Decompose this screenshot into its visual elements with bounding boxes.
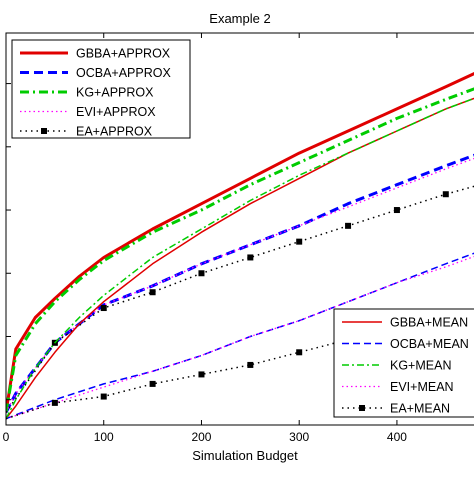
x-tick-label: 100 (94, 430, 114, 444)
series-line-kg-approx (6, 87, 474, 413)
data-point-ea-approx (345, 222, 352, 229)
series-line-evi-mean (6, 255, 474, 420)
data-point-ea-approx (296, 238, 303, 245)
legend-label-ea-mean: EA+MEAN (390, 402, 450, 416)
data-point-ea-approx (442, 191, 449, 198)
data-point-ea-approx (198, 270, 205, 277)
axes-layer: 0 100 200 300 400 (3, 33, 407, 444)
legend-label-evi-approx: EVI+APPROX (76, 105, 156, 119)
x-tick-label: 300 (289, 430, 309, 444)
legend-label-ea-approx: EA+APPROX (76, 125, 153, 139)
legend-label-gbba-mean: GBBA+MEAN (390, 316, 468, 330)
data-point-ea-mean (296, 349, 303, 356)
legend-label-ocba-mean: OCBA+MEAN (390, 337, 469, 351)
legend-marker (41, 128, 47, 134)
data-point-ea-approx (149, 289, 156, 296)
data-point-ea-approx (100, 305, 107, 312)
legend-approx: GBBA+APPROX OCBA+APPROX KG+APPROX EVI+APPRO… (11, 39, 191, 139)
legend-box (333, 308, 474, 418)
plot-frame (5, 32, 474, 426)
legend-label-evi-mean: EVI+MEAN (390, 380, 454, 394)
x-axis-label: Simulation Budget (192, 448, 298, 463)
legend-label-ocba-approx: OCBA+APPROX (76, 66, 171, 80)
legend-box (11, 39, 191, 139)
data-point-ea-mean (149, 380, 156, 387)
data-point-ea-approx (393, 207, 400, 214)
legend-marker (359, 405, 365, 411)
legend-mean: GBBA+MEAN OCBA+MEAN KG+MEAN EVI+MEAN EA+MEAN (333, 308, 474, 418)
legend-label-kg-mean: KG+MEAN (390, 359, 451, 373)
data-point-ea-mean (100, 393, 107, 400)
data-point-ea-mean (198, 371, 205, 378)
x-tick-label: 200 (191, 430, 211, 444)
legend-label-gbba-approx: GBBA+APPROX (76, 47, 171, 61)
x-tick-label: 400 (387, 430, 407, 444)
data-point-ea-approx (247, 254, 254, 261)
series-line-gbba-approx (6, 72, 474, 413)
chart-title: Example 2 (209, 11, 270, 26)
legend-label-kg-approx: KG+APPROX (76, 86, 154, 100)
data-point-ea-mean (247, 361, 254, 368)
data-point-ea-mean (51, 399, 58, 406)
x-tick-label: 0 (3, 430, 10, 444)
series-line-kg-mean (6, 97, 474, 420)
series-line-evi-approx (6, 157, 474, 413)
